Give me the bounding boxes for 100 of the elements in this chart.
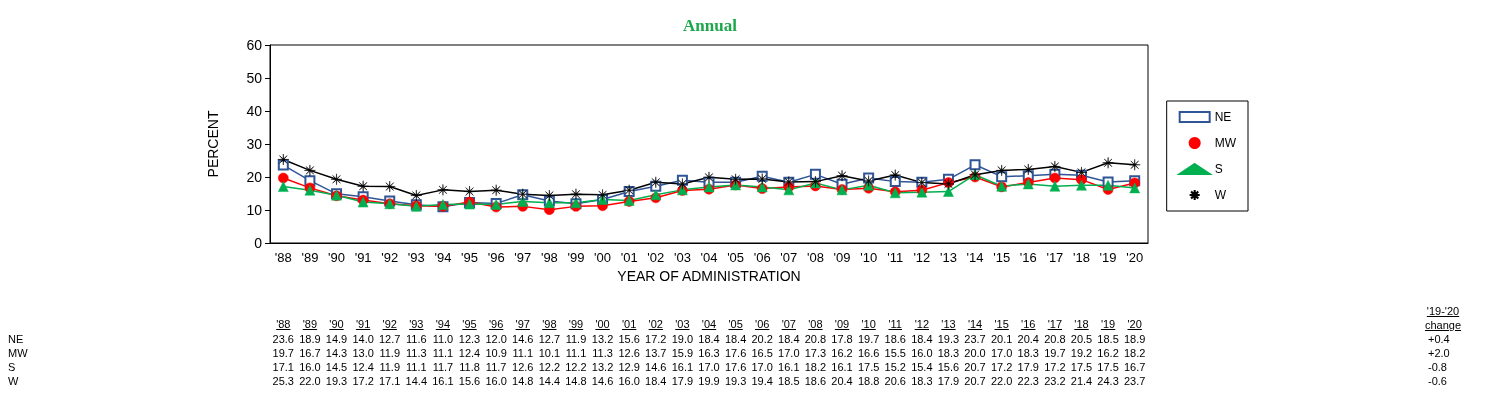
data-label: 18.5 bbox=[1096, 333, 1120, 345]
data-label: 11.0 bbox=[431, 333, 455, 345]
data-label: 17.5 bbox=[1096, 361, 1120, 373]
data-label: 10.9 bbox=[484, 347, 508, 359]
data-label: 21.4 bbox=[1069, 375, 1094, 387]
data-label: 11.8 bbox=[458, 361, 481, 373]
category-label: '09 bbox=[834, 318, 850, 330]
data-label: 16.1 bbox=[830, 361, 854, 373]
data-label: 12.7 bbox=[378, 333, 402, 345]
category-label: '15 bbox=[994, 318, 1009, 330]
data-label: 23.6 bbox=[271, 333, 295, 345]
category-label: '92 bbox=[382, 318, 397, 330]
data-label: 12.6 bbox=[617, 347, 641, 359]
text: W bbox=[8, 375, 19, 387]
data-label: 12.2 bbox=[564, 361, 588, 373]
data-label: 24.3 bbox=[1096, 375, 1120, 387]
chart-title: Annual bbox=[683, 16, 738, 35]
category-label: '12 bbox=[914, 318, 930, 330]
text: +2.0 bbox=[1428, 347, 1450, 359]
data-label: 12.6 bbox=[511, 361, 535, 373]
category-label: '19 bbox=[1100, 318, 1116, 330]
category-label: '90 bbox=[329, 318, 344, 330]
data-label: 17.3 bbox=[803, 347, 828, 359]
x-tick-label: '93 bbox=[407, 250, 425, 265]
data-label: 23.2 bbox=[1043, 375, 1067, 387]
data-label: 17.0 bbox=[750, 361, 774, 373]
data-label: 13.0 bbox=[351, 347, 375, 359]
data-label: 18.2 bbox=[803, 361, 828, 373]
category-label: '06 bbox=[755, 318, 770, 330]
data-label: 13.7 bbox=[644, 347, 668, 359]
data-label: 17.0 bbox=[777, 347, 801, 359]
x-tick-label: '91 bbox=[354, 250, 372, 265]
data-label: 17.2 bbox=[1043, 361, 1067, 373]
data-label: 15.9 bbox=[670, 347, 695, 359]
text: +0.4 bbox=[1428, 333, 1450, 345]
x-tick-label: '10 bbox=[860, 250, 878, 265]
text: -0.6 bbox=[1428, 375, 1447, 387]
x-tick-label: '90 bbox=[328, 250, 345, 265]
category-label: '95 bbox=[462, 318, 477, 330]
data-label: 14.6 bbox=[511, 333, 535, 345]
data-label: 14.5 bbox=[324, 361, 349, 373]
data-label: 15.6 bbox=[617, 333, 641, 345]
x-tick-label: '15 bbox=[993, 250, 1011, 265]
data-label: 15.5 bbox=[883, 347, 907, 359]
data-label: 17.9 bbox=[670, 375, 695, 387]
data-label: 11.1 bbox=[511, 347, 535, 359]
data-label: 20.6 bbox=[883, 375, 907, 387]
category-label: '91 bbox=[355, 318, 371, 330]
data-label: 13.2 bbox=[590, 333, 615, 345]
data-label: 19.3 bbox=[324, 375, 349, 387]
x-tick-label: '03 bbox=[673, 250, 691, 265]
data-label: 18.3 bbox=[936, 347, 961, 359]
legend-label: W bbox=[1214, 188, 1227, 202]
data-label: 14.6 bbox=[644, 361, 668, 373]
data-label: 17.2 bbox=[989, 361, 1014, 373]
data-label: 19.9 bbox=[697, 375, 721, 387]
data-label: 17.5 bbox=[856, 361, 881, 373]
y-tick-label: 0 bbox=[254, 235, 263, 251]
data-label: 19.7 bbox=[1043, 347, 1067, 359]
category-label: '02 bbox=[648, 318, 663, 330]
data-label: 14.4 bbox=[537, 375, 562, 387]
data-label: 14.8 bbox=[511, 375, 535, 387]
category-label: '94 bbox=[435, 318, 451, 330]
data-label: 18.6 bbox=[803, 375, 828, 387]
y-tick-label: 30 bbox=[246, 136, 263, 152]
category-label: '04 bbox=[701, 318, 717, 330]
y-tick-label: 50 bbox=[246, 70, 263, 86]
data-label: 20.8 bbox=[1043, 333, 1067, 345]
x-tick-label: '01 bbox=[620, 250, 638, 265]
legend-label: S bbox=[1214, 162, 1223, 176]
data-label: 15.6 bbox=[936, 361, 961, 373]
data-label: 18.9 bbox=[1122, 333, 1147, 345]
x-tick-label: '08 bbox=[806, 250, 824, 265]
data-label: 22.3 bbox=[1016, 375, 1040, 387]
x-tick-label: '92 bbox=[381, 250, 399, 265]
data-label: 11.9 bbox=[378, 347, 401, 359]
category-label: '03 bbox=[675, 318, 690, 330]
data-label: 14.3 bbox=[324, 347, 349, 359]
data-label: 17.2 bbox=[644, 333, 668, 345]
data-label: 16.3 bbox=[697, 347, 721, 359]
data-label: 16.0 bbox=[484, 375, 508, 387]
data-label: 18.4 bbox=[723, 333, 748, 345]
data-label: 15.2 bbox=[883, 361, 907, 373]
category-label: '97 bbox=[515, 318, 530, 330]
category-label: '99 bbox=[568, 318, 584, 330]
data-label: 15.6 bbox=[457, 375, 482, 387]
data-label: 17.2 bbox=[351, 375, 375, 387]
data-label: 16.7 bbox=[298, 347, 322, 359]
data-label: 22.0 bbox=[989, 375, 1014, 387]
data-label: 20.1 bbox=[989, 333, 1014, 345]
data-label: 18.8 bbox=[856, 375, 881, 387]
data-label: 16.2 bbox=[1096, 347, 1120, 359]
x-tick-label: '06 bbox=[753, 250, 771, 265]
data-label: 19.4 bbox=[750, 375, 774, 387]
text: MW bbox=[8, 347, 28, 359]
category-label: '98 bbox=[542, 318, 557, 330]
x-axis-title: YEAR OF ADMINISTRATION bbox=[617, 268, 801, 284]
data-label: 16.2 bbox=[830, 347, 854, 359]
data-label: 17.5 bbox=[1069, 361, 1094, 373]
data-label: 11.7 bbox=[484, 361, 508, 373]
